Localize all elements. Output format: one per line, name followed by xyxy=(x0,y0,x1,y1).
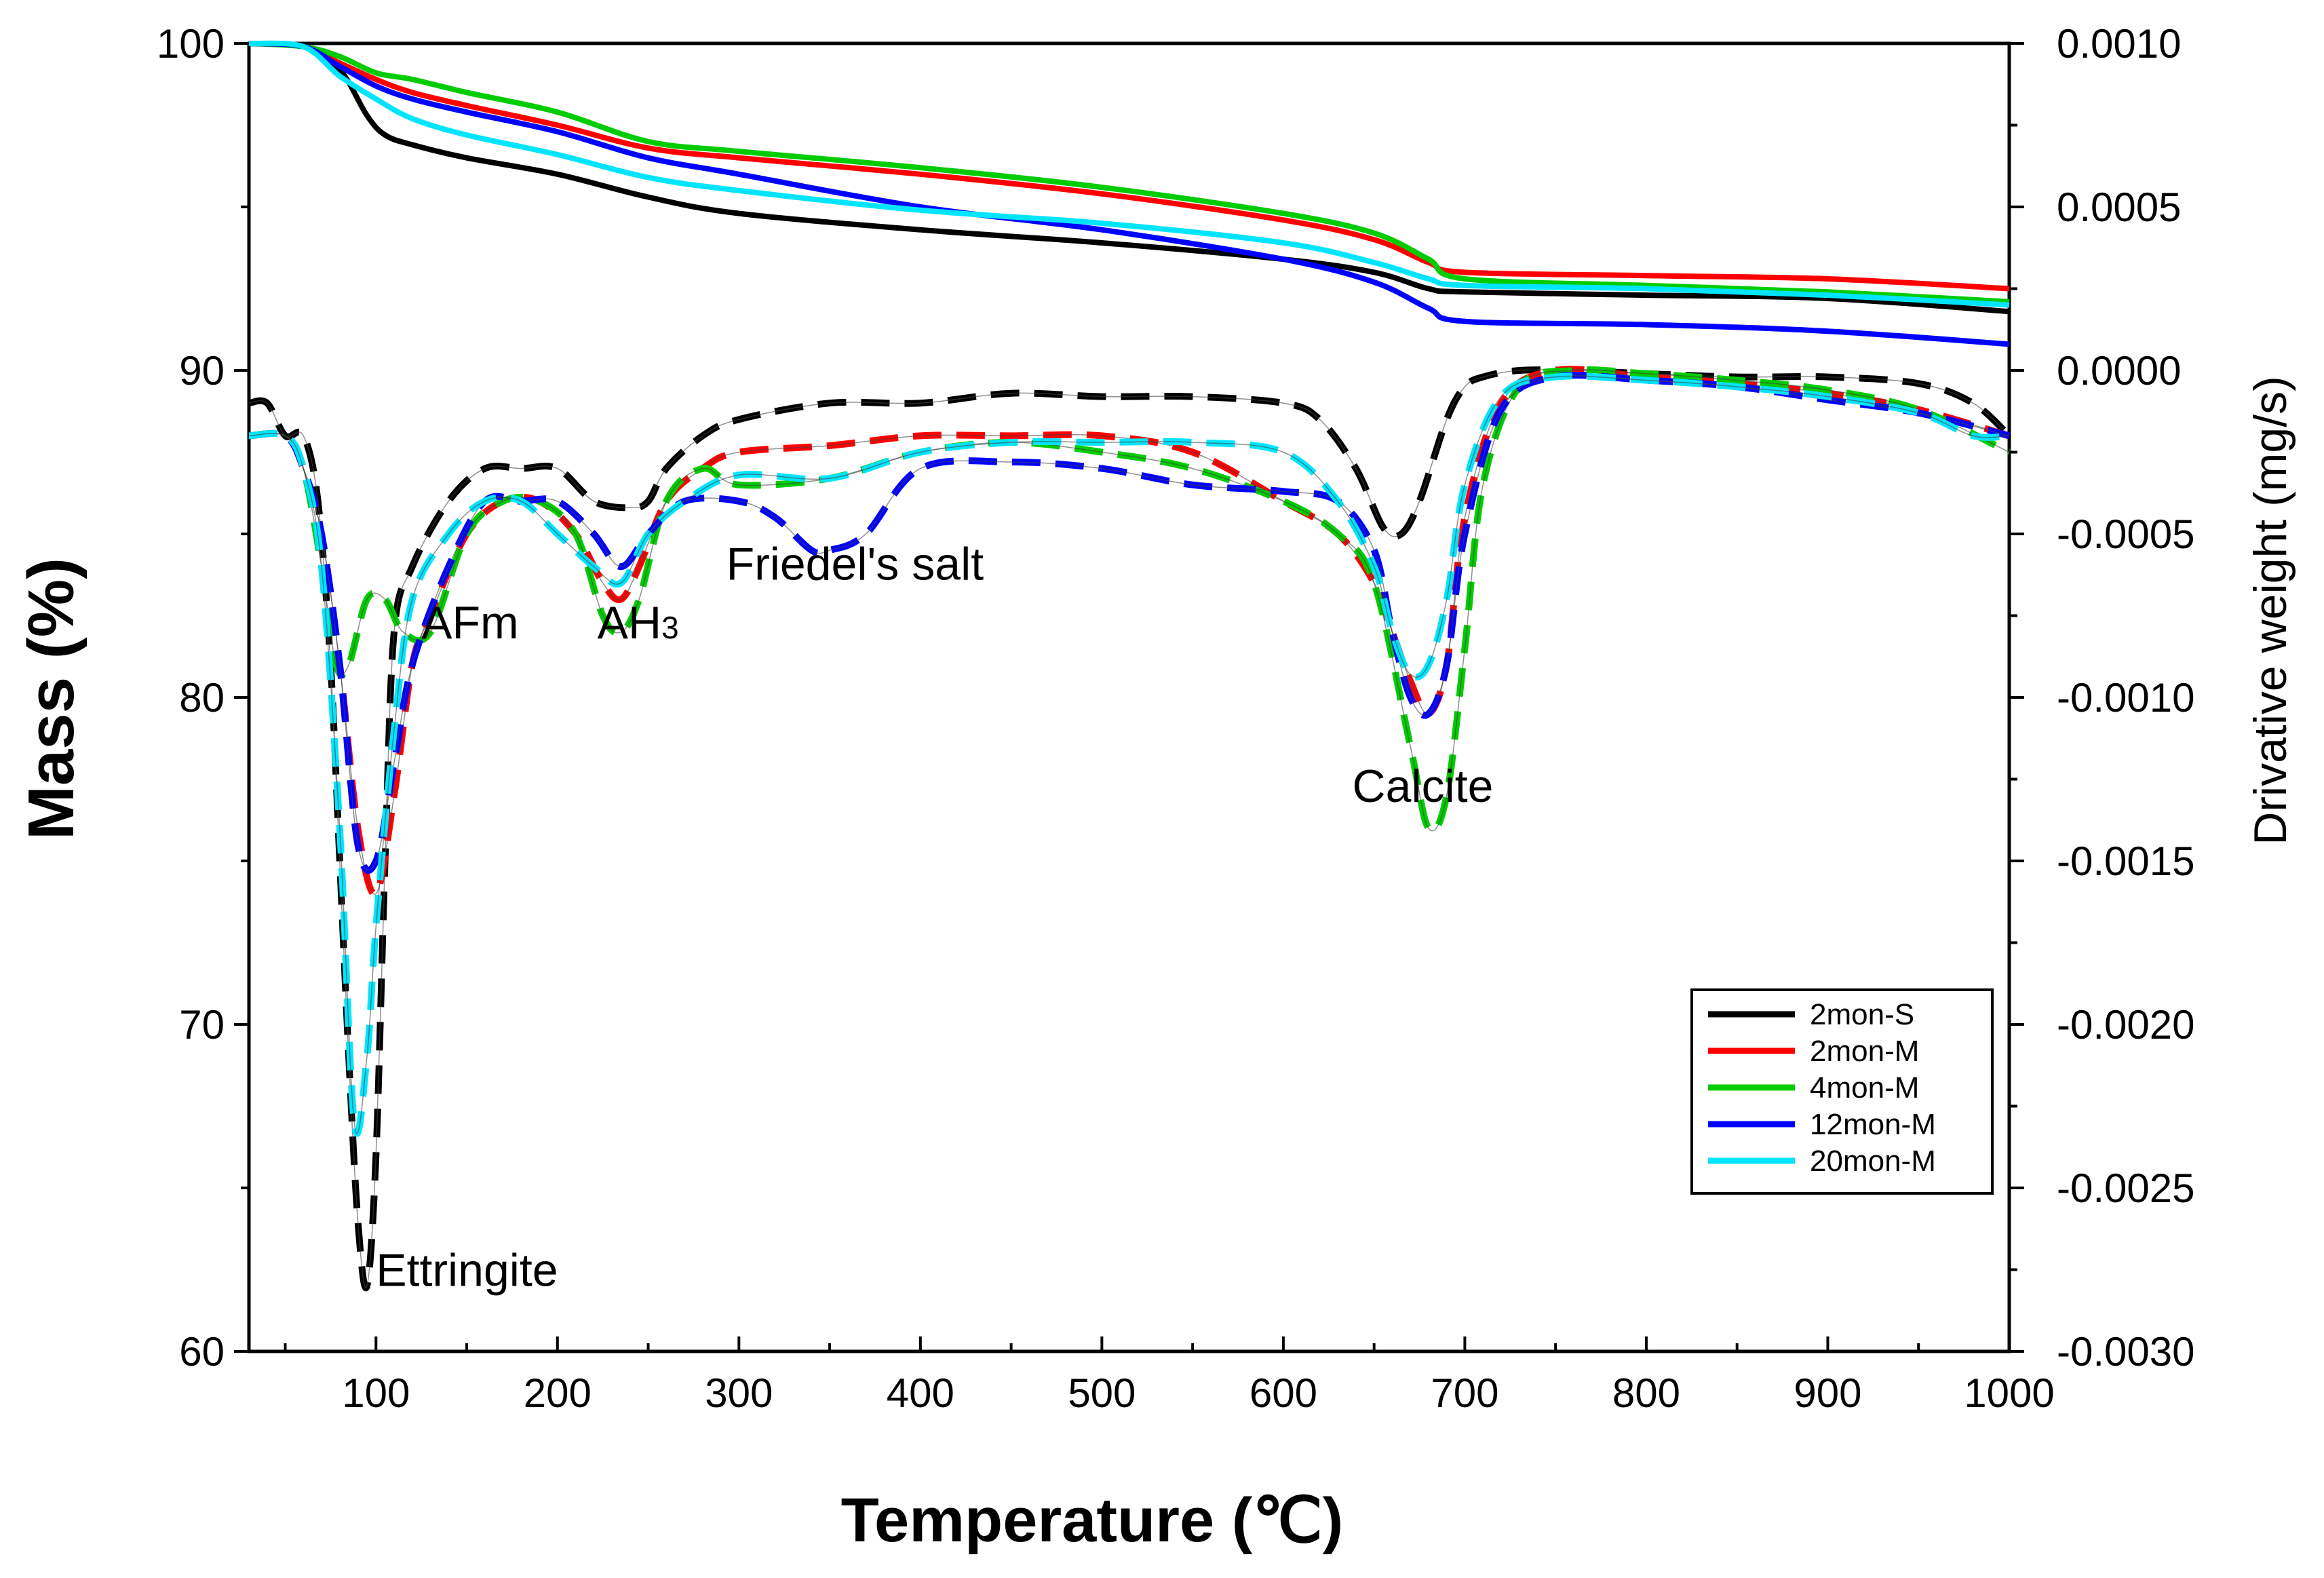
y-left-tick-label: 80 xyxy=(179,675,225,720)
x-tick-label: 700 xyxy=(1431,1370,1498,1416)
y-left-tick-label: 70 xyxy=(179,1002,225,1047)
annotations-layer: Ettringite AFm AH3 Friedel's salt Calcite xyxy=(376,538,1493,1296)
x-axis-title: Temperature (℃) xyxy=(841,1486,1344,1555)
y-right-tick-label: -0.0025 xyxy=(2057,1166,2195,1211)
annotation-label: Friedel's salt xyxy=(727,538,984,590)
y-left-tick-label: 60 xyxy=(179,1329,225,1374)
annotation-label: Ettringite xyxy=(376,1245,558,1296)
x-tick-label: 400 xyxy=(887,1370,954,1416)
y-right-tick-label: 0.0005 xyxy=(2057,185,2182,230)
y-right-tick-label: -0.0015 xyxy=(2057,839,2195,884)
legend-label: 12mon-M xyxy=(1810,1108,1936,1141)
x-tick-label: 500 xyxy=(1068,1370,1136,1416)
y-axis-left-title: Mass (%) xyxy=(15,558,88,840)
mass-line-2mon-S xyxy=(248,41,2010,315)
y-right-tick-label: 0.0000 xyxy=(2057,348,2182,393)
x-tick-label: 1000 xyxy=(1964,1370,2054,1416)
y-axis-right-title: Drivative weight (mg/s) xyxy=(2245,376,2296,845)
y-right-tick-label: 0.0010 xyxy=(2057,21,2182,66)
legend-label: 4mon-M xyxy=(1810,1071,1919,1104)
mass-line-20mon-M xyxy=(248,40,2010,308)
mass-line-2mon-M xyxy=(248,41,2010,292)
x-tick-label: 200 xyxy=(524,1370,592,1416)
x-tick-label: 800 xyxy=(1612,1370,1680,1416)
dtg-center-line-20mon-M xyxy=(248,375,2010,1134)
x-tick-label: 100 xyxy=(342,1370,410,1416)
legend-label: 2mon-M xyxy=(1810,1035,1919,1068)
annotation-label: AH3 xyxy=(598,597,679,649)
plot-area: 100 200 300 400 500 600 700 800 900 1000 60 70 80 90 1… xyxy=(157,21,2195,1416)
dtg-center-line-2mon-S xyxy=(248,369,2010,1288)
y-right-tick-label: -0.0005 xyxy=(2057,512,2195,557)
ticks-layer: 100 200 300 400 500 600 700 800 900 1000 60 70 80 90 1… xyxy=(157,21,2195,1416)
y-right-tick-label: -0.0030 xyxy=(2057,1329,2195,1374)
mass-line-4mon-M xyxy=(248,41,2010,305)
legend-label: 2mon-S xyxy=(1810,998,1914,1031)
y-left-tick-label: 90 xyxy=(179,348,225,393)
x-tick-label: 300 xyxy=(705,1370,773,1416)
mass-line-12mon-M xyxy=(248,41,2010,347)
x-tick-label: 600 xyxy=(1250,1370,1317,1416)
annotation-label: AFm xyxy=(421,597,519,649)
series-layer xyxy=(248,40,2012,1292)
y-left-tick-label: 100 xyxy=(157,21,225,66)
y-right-tick-label: -0.0010 xyxy=(2057,675,2195,720)
annotation-subscript: 3 xyxy=(661,610,679,645)
x-tick-label: 900 xyxy=(1794,1370,1861,1416)
annotation-label: Calcite xyxy=(1353,761,1494,812)
legend-label: 20mon-M xyxy=(1810,1144,1936,1178)
y-right-tick-label: -0.0020 xyxy=(2057,1002,2195,1047)
